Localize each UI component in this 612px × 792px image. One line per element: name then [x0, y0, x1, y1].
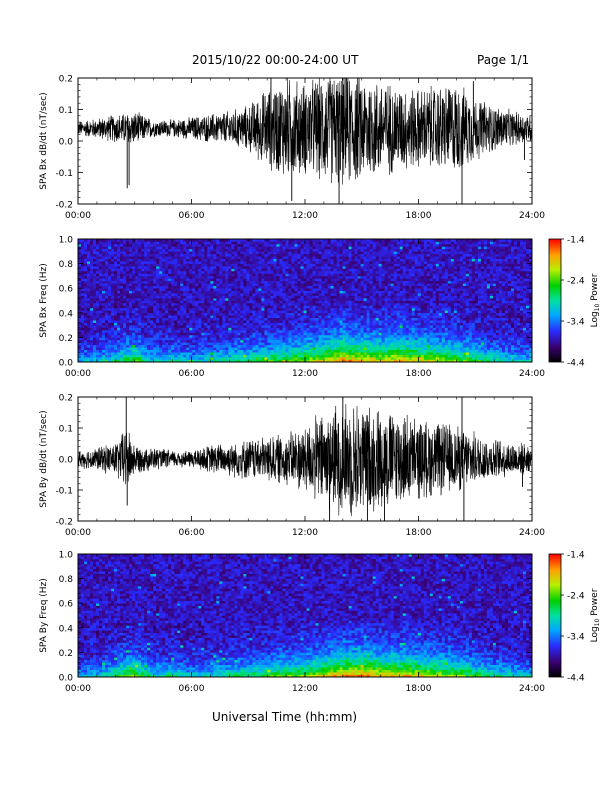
plot-area [78, 78, 532, 204]
y-tick-label: 0.0 [59, 456, 74, 466]
colorbar-tick-label: -3.4 [567, 633, 585, 643]
x-tick-label: 06:00 [179, 211, 205, 221]
y-axis-label: SPA Bx dB/dt (nT/sec) [39, 92, 49, 189]
x-tick-label: 12:00 [292, 211, 318, 221]
y-tick-label: 0.1 [59, 425, 73, 435]
header-date-range: 2015/10/22 00:00-24:00 UT [192, 53, 359, 67]
x-tick-label: 12:00 [292, 684, 318, 694]
spectrogram-cells [78, 239, 532, 362]
y-tick-label: -0.2 [55, 201, 73, 211]
x-tick-label: 00:00 [65, 684, 91, 694]
timeseries-trace [78, 78, 532, 185]
x-tick-label: 18:00 [406, 684, 432, 694]
y-tick-label: 0.4 [59, 624, 74, 634]
x-tick-label: 24:00 [519, 684, 545, 694]
colorbar-tick-label: -4.4 [567, 359, 585, 369]
panel-1: -0.2 -0.1 0.0 0.1 0.2 00:00 06:00 12:00 18:00 24:… [39, 75, 545, 222]
timeseries-trace [78, 404, 532, 516]
panel-2: -1.4 -2.4 -3.4 -4.4 Log10 Power 0.0 0.2 0.4 0.6 0… [39, 236, 601, 380]
plot-area [78, 554, 532, 677]
colorbar-title: Log10 Power [590, 273, 601, 327]
y-tick-label: 1.0 [59, 551, 74, 561]
y-tick-label: 0.6 [59, 600, 74, 610]
y-tick-label: 0.8 [59, 575, 74, 585]
y-tick-label: -0.2 [55, 518, 73, 528]
y-axis-label: SPA Bx Freq (Hz) [39, 263, 49, 338]
y-tick-label: 0.0 [59, 138, 74, 148]
x-tick-label: 18:00 [406, 528, 432, 538]
colorbar-tick-label: -4.4 [567, 674, 585, 684]
y-tick-label: 0.0 [59, 674, 74, 684]
x-tick-label: 18:00 [406, 211, 432, 221]
colorbar [548, 553, 562, 678]
y-tick-label: 0.4 [59, 309, 74, 319]
x-tick-label: 00:00 [65, 528, 91, 538]
x-tick-label: 06:00 [179, 369, 205, 379]
y-axis-label: SPA By Freq (Hz) [39, 578, 49, 653]
y-tick-label: -0.1 [55, 169, 73, 179]
y-tick-label: 0.0 [59, 359, 74, 369]
header-page-number: Page 1/1 [477, 53, 530, 67]
x-tick-label: 06:00 [179, 528, 205, 538]
y-tick-label: 0.2 [59, 394, 73, 404]
x-tick-label: 06:00 [179, 684, 205, 694]
colorbar-title: Log10 Power [590, 588, 601, 642]
y-tick-label: 0.8 [59, 260, 74, 270]
y-tick-label: 0.2 [59, 649, 73, 659]
y-axis-label: SPA By dB/dt (nT/sec) [39, 410, 49, 507]
y-tick-label: 0.1 [59, 106, 73, 116]
x-tick-label: 18:00 [406, 369, 432, 379]
x-tick-label: 12:00 [292, 528, 318, 538]
panel-4: -1.4 -2.4 -3.4 -4.4 Log10 Power 0.0 0.2 0.4 0.6 0… [39, 551, 601, 695]
colorbar-tick-label: -3.4 [567, 318, 585, 328]
colorbar-tick-label: -1.4 [567, 551, 585, 561]
x-tick-label: 12:00 [292, 369, 318, 379]
y-tick-label: 0.2 [59, 75, 73, 85]
y-tick-label: 0.2 [59, 334, 73, 344]
x-axis-title: Universal Time (hh:mm) [212, 710, 358, 724]
y-tick-label: 0.6 [59, 285, 74, 295]
plot-area [78, 239, 532, 362]
x-tick-label: 24:00 [519, 528, 545, 538]
colorbar-tick-label: -2.4 [567, 592, 585, 602]
x-tick-label: 24:00 [519, 369, 545, 379]
plot-area [78, 397, 532, 521]
x-tick-label: 24:00 [519, 211, 545, 221]
panel-3: -0.2 -0.1 0.0 0.1 0.2 00:00 06:00 12:00 18:00 24:… [39, 394, 545, 539]
colorbar [548, 238, 562, 363]
y-tick-label: -0.1 [55, 487, 73, 497]
y-tick-label: 1.0 [59, 236, 74, 246]
colorbar-tick-label: -1.4 [567, 236, 585, 246]
x-tick-label: 00:00 [65, 369, 91, 379]
x-tick-label: 00:00 [65, 211, 91, 221]
spectrogram-cells [78, 554, 532, 677]
colorbar-tick-label: -2.4 [567, 277, 585, 287]
